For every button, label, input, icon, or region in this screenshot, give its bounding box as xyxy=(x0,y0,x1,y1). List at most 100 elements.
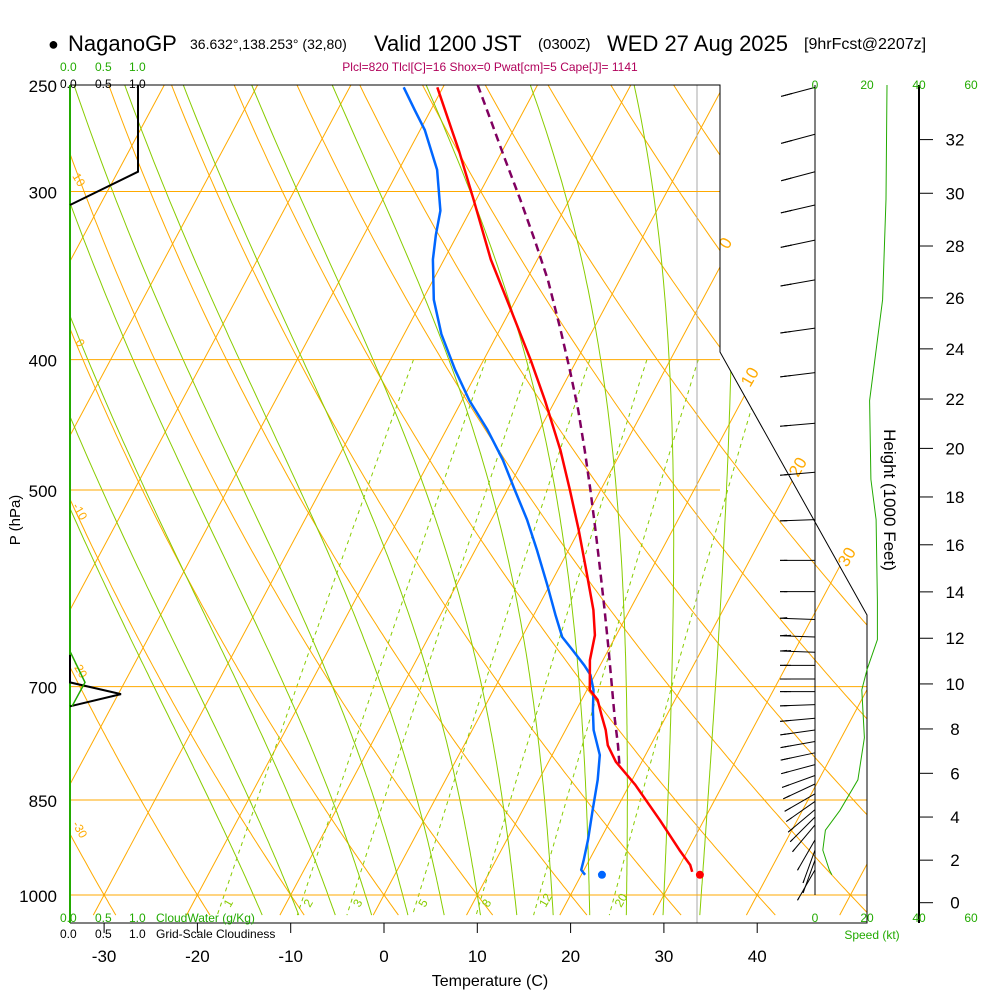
x-tick-label: -20 xyxy=(185,947,210,966)
wind-barb-stroke xyxy=(784,424,792,427)
speed-tick: 40 xyxy=(912,911,926,925)
wind-barb-stroke xyxy=(784,473,792,476)
height-axis-title: Height (1000 Feet) xyxy=(880,429,899,571)
wind-barb-stroke xyxy=(797,866,800,871)
dry-adiabat-line xyxy=(422,85,867,916)
station-bullet-icon: ● xyxy=(48,34,59,54)
station-coords: 36.632°,138.253° (32,80) xyxy=(190,36,347,52)
height-tick-label: 30 xyxy=(946,184,965,203)
isotherm-line xyxy=(279,85,725,916)
moist-adiabat-line xyxy=(529,85,628,916)
height-tick-label: 32 xyxy=(946,131,965,150)
dry-adiabat-line xyxy=(70,85,117,916)
wind-barb-stroke xyxy=(789,816,816,843)
cloudiness-tick: 0.0 xyxy=(60,927,77,941)
moist-adiabat-line xyxy=(331,85,554,916)
cloudwater-label: CloudWater (g/Kg) xyxy=(156,911,255,925)
isotherm-label: 30 xyxy=(834,544,860,570)
height-tick-label: 10 xyxy=(946,675,965,694)
wind-barb-stroke xyxy=(786,795,791,798)
isotherm-line xyxy=(92,85,538,916)
wind-barb-stroke xyxy=(783,634,792,637)
height-tick-label: 16 xyxy=(946,536,965,555)
isotherm-line xyxy=(186,85,632,916)
wind-barb xyxy=(786,801,816,822)
parcel-line xyxy=(476,84,621,769)
wind-barb-stroke xyxy=(784,330,792,333)
wind-barb-stroke xyxy=(797,869,816,901)
wind-barb-stroke xyxy=(784,732,792,735)
wind-barb-stroke xyxy=(785,784,790,787)
wind-barb-stroke xyxy=(797,896,800,901)
height-tick-label: 20 xyxy=(946,439,965,458)
y-tick-label: 400 xyxy=(29,352,57,371)
isobars xyxy=(70,84,867,896)
moist-adiabat-line xyxy=(124,85,445,916)
wind-barb-stroke xyxy=(786,817,793,822)
wind-barb-stroke xyxy=(784,771,789,774)
speed-tick: 20 xyxy=(860,78,874,92)
x-tick-label: -30 xyxy=(92,947,117,966)
moist-adiabat-line xyxy=(70,85,336,916)
header: ● NaganoGP 36.632°,138.253° (32,80) Vali… xyxy=(48,31,926,74)
y-tick-label: 700 xyxy=(29,679,57,698)
dry-adiabat-line xyxy=(359,85,867,916)
wind-barb-stroke xyxy=(788,283,792,286)
cloudiness-label: Grid-Scale Cloudiness xyxy=(156,927,275,941)
isotherm-line xyxy=(652,85,867,916)
cloudiness-tick: 0.5 xyxy=(95,77,112,91)
speed-tick: 40 xyxy=(912,78,926,92)
wind-barb-stroke xyxy=(784,719,792,722)
cloud-cover-line xyxy=(69,85,139,206)
moist-adiabat-line xyxy=(425,85,591,916)
surface-temperature-point xyxy=(695,870,704,879)
wind-barb-stroke xyxy=(802,889,805,894)
height-tick-label: 18 xyxy=(946,488,965,507)
height-tick-label: 28 xyxy=(946,237,965,256)
x-tick-label: -10 xyxy=(278,947,303,966)
wind-barb xyxy=(780,204,816,214)
wind-speed-profile xyxy=(822,85,888,876)
x-tick-label: 10 xyxy=(468,947,487,966)
station-name: NaganoGP xyxy=(68,31,177,56)
wind-barb-stroke xyxy=(788,139,793,142)
wind-barb xyxy=(780,279,816,287)
height-tick-label: 6 xyxy=(950,764,959,783)
wind-barb xyxy=(797,869,816,901)
wind-barb xyxy=(780,729,816,736)
height-tick-label: 24 xyxy=(946,340,965,359)
wind-barb xyxy=(780,752,816,761)
wind-barb xyxy=(780,239,816,248)
cloudiness-tick: 1.0 xyxy=(129,927,146,941)
wind-barb xyxy=(779,649,816,653)
dry-adiabat-line xyxy=(484,85,867,916)
y-tick-label: 300 xyxy=(29,184,57,203)
wind-barb-stroke xyxy=(783,650,792,652)
temperature-axis: -30 -20 -10 0 10 20 30 40 xyxy=(92,923,767,966)
dry-adiabat-line xyxy=(70,85,305,916)
wind-barb xyxy=(802,849,816,884)
wind-barb xyxy=(779,634,816,638)
wind-barbs xyxy=(779,86,816,901)
wind-barb-stroke xyxy=(797,839,816,871)
y-tick-label: 850 xyxy=(29,792,57,811)
isotherm-line xyxy=(70,85,445,916)
height-tick-label: 8 xyxy=(950,720,959,739)
wind-barb xyxy=(781,86,816,97)
wind-barb-stroke xyxy=(788,177,793,180)
isotherm-label: 10 xyxy=(737,364,763,390)
height-tick-label: 26 xyxy=(946,289,965,308)
x-tick-label: 30 xyxy=(654,947,673,966)
moist-adiabat-line xyxy=(251,85,518,916)
wind-barb xyxy=(797,839,816,871)
mixing-ratio-line xyxy=(608,359,767,916)
plot-frame xyxy=(69,84,920,924)
cloud-panel xyxy=(69,85,139,708)
height-tick-label: 22 xyxy=(946,390,965,409)
y-tick-label: 500 xyxy=(29,482,57,501)
wind-barb xyxy=(783,783,816,800)
isotherm-line xyxy=(70,85,259,916)
mixing-ratio-label: 3 xyxy=(350,896,366,909)
